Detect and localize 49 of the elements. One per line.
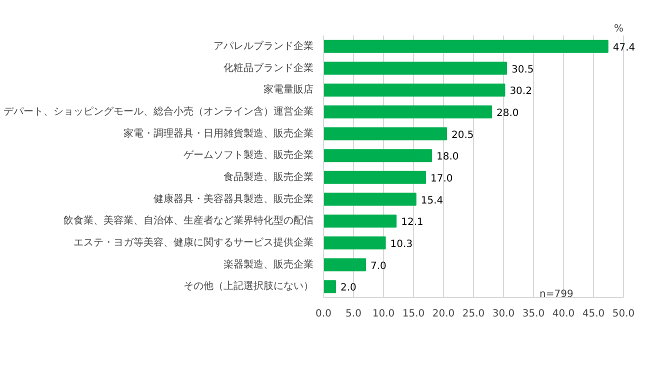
y-tick-label: エステ・ヨガ等美容、健康に関するサービス提供企業 [74, 236, 314, 248]
bar [324, 84, 506, 97]
y-tick-label: 家電・調理器具・日用雑貨製造、販売企業 [124, 127, 314, 140]
data-label: 30.2 [510, 86, 532, 98]
x-tick-label: 10.0 [372, 308, 395, 320]
y-tick-label: 飲食業、美容業、自治体、生産者など業界特化型の配信 [64, 214, 314, 227]
x-tick-label: 0.0 [316, 308, 332, 320]
bar [324, 280, 336, 294]
bar [324, 127, 447, 140]
bar [324, 214, 397, 228]
x-tick-label: 25.0 [462, 308, 485, 320]
bar [324, 170, 426, 184]
data-label: 47.4 [612, 42, 636, 54]
y-tick-label: 家電量販店 [264, 84, 314, 96]
x-tick-label: 50.0 [612, 308, 635, 320]
data-label: 30.5 [512, 64, 534, 76]
y-tick-label: その他（上記選択肢にない） [184, 280, 314, 292]
data-label: 15.4 [420, 195, 444, 206]
text: % [614, 24, 624, 34]
y-tick-label: ゲームソフト製造、販売企業 [184, 149, 314, 162]
bar [324, 105, 492, 118]
x-tick-label: 40.0 [552, 308, 575, 320]
bar [324, 192, 416, 206]
bar [324, 149, 432, 162]
x-tick-label: 35.0 [522, 308, 545, 320]
y-tick-label: 健康器具・美容器具製造、販売企業 [154, 192, 314, 205]
y-tick-label: アパレルブランド企業 [214, 40, 314, 52]
data-label: 12.1 [401, 217, 424, 228]
x-tick-label: 45.0 [582, 308, 605, 320]
x-tick-label: 15.0 [402, 308, 425, 320]
bar [324, 62, 507, 75]
bar [324, 40, 608, 53]
x-tick-label: 5.0 [346, 308, 362, 320]
x-tick-label: 30.0 [492, 308, 515, 320]
data-label: 2.0 [340, 282, 356, 294]
y-tick-label: 楽器製造、販売企業 [224, 258, 314, 270]
data-label: 18.0 [436, 152, 459, 163]
bar [324, 236, 386, 250]
bar [324, 258, 366, 272]
x-tick-label: 20.0 [432, 308, 455, 320]
y-tick-label: 化粧品ブランド企業 [224, 62, 314, 74]
y-tick-label: 食品製造、販売企業 [224, 170, 314, 183]
annotation: n=799 [540, 289, 574, 300]
data-label: 7.0 [370, 260, 386, 272]
data-label: 10.3 [390, 238, 413, 250]
data-label: 20.5 [452, 130, 474, 141]
data-label: 17.0 [430, 173, 453, 184]
data-label: 28.0 [496, 108, 519, 119]
y-tick-label: デパート、ショッピングモール、総合小売（オンライン含）運営企業 [4, 105, 314, 118]
